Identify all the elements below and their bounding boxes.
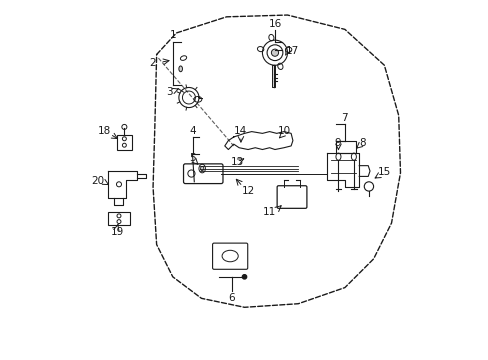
Circle shape: [271, 49, 278, 56]
Text: 19: 19: [110, 227, 123, 237]
Text: 2: 2: [149, 58, 156, 68]
Text: 18: 18: [98, 126, 111, 135]
Text: 6: 6: [228, 293, 235, 303]
Ellipse shape: [200, 166, 203, 171]
Text: 20: 20: [91, 176, 104, 186]
Text: 12: 12: [241, 186, 254, 196]
Text: 11: 11: [263, 207, 276, 217]
Text: 4: 4: [189, 126, 195, 135]
Text: 10: 10: [277, 126, 290, 135]
Text: 8: 8: [359, 139, 366, 148]
Text: 17: 17: [285, 46, 298, 56]
Ellipse shape: [179, 66, 182, 72]
Text: 5: 5: [189, 153, 195, 163]
Text: 3: 3: [165, 87, 172, 97]
Text: 16: 16: [268, 19, 281, 29]
Circle shape: [242, 275, 246, 279]
Text: 9: 9: [334, 139, 340, 148]
Text: 13: 13: [230, 157, 244, 167]
Text: 15: 15: [377, 167, 390, 177]
Text: 14: 14: [234, 126, 247, 135]
Text: 1: 1: [169, 30, 176, 40]
Text: 7: 7: [341, 113, 347, 123]
